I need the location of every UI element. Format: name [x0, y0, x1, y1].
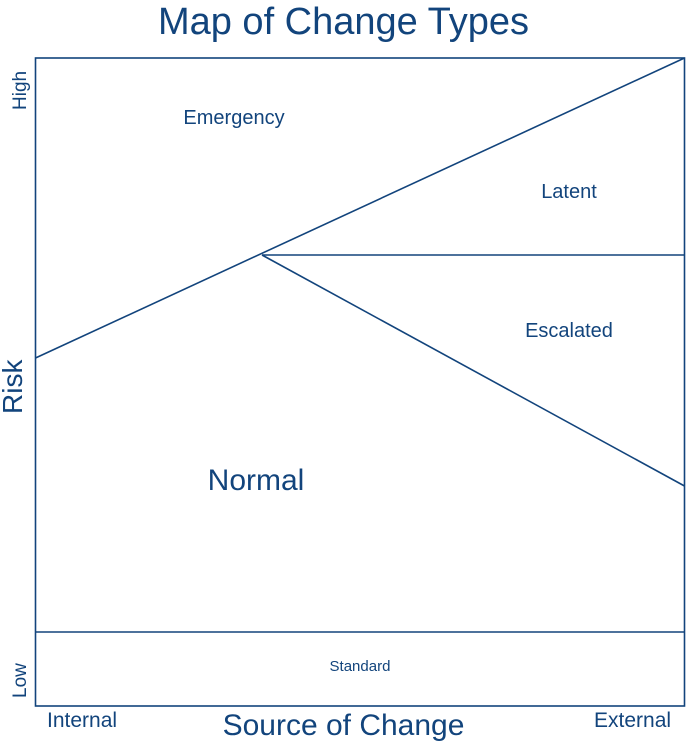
x-axis-max-label: External — [594, 709, 672, 732]
region-label-emergency: Emergency — [183, 107, 284, 129]
y-axis-title: Risk — [0, 359, 28, 414]
emergency-boundary-line — [35, 57, 685, 359]
region-label-escalated: Escalated — [525, 320, 613, 342]
region-label-latent: Latent — [541, 181, 597, 203]
x-axis-title: Source of Change — [222, 709, 465, 742]
region-label-standard: Standard — [330, 658, 391, 675]
y-axis-max-label: High — [10, 70, 31, 110]
escalated-normal-boundary-line — [261, 254, 685, 487]
x-axis-min-label: Internal — [47, 709, 118, 732]
map-frame — [34, 57, 686, 707]
diagram-title: Map of Change Types — [157, 1, 530, 43]
region-label-normal: Normal — [208, 464, 305, 497]
y-axis-min-label: Low — [10, 663, 31, 698]
